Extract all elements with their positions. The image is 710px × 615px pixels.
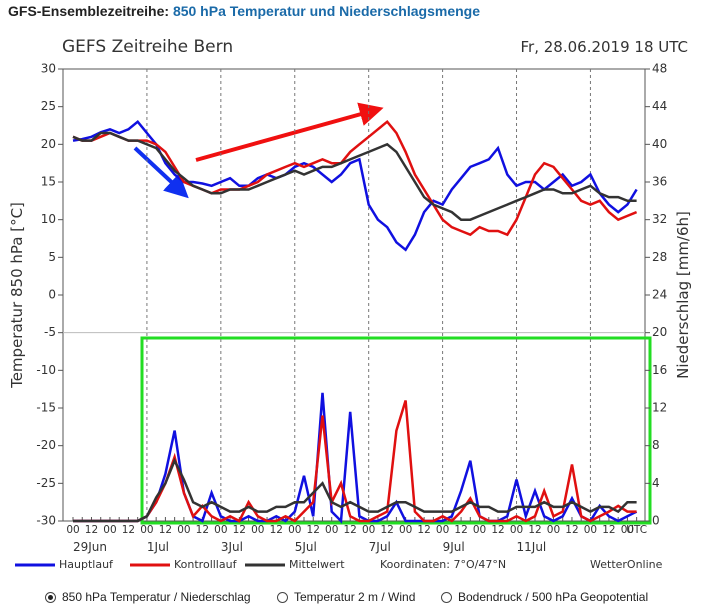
legend-label: Mittelwert <box>289 558 345 571</box>
x-tick-label: 00 <box>103 524 116 536</box>
x-tick-label: 00 <box>399 524 412 536</box>
y2-tick-label: 8 <box>652 438 660 452</box>
date-label: 11Jul <box>517 540 547 554</box>
x-tick-label: 00 <box>473 524 486 536</box>
chart-subtitle: Fr, 28.06.2019 18 UTC <box>521 38 688 56</box>
x-tick-label: 12 <box>122 524 135 536</box>
x-tick-label: 00 <box>436 524 449 536</box>
header: GFS-Ensemblezeitreihe: 850 hPa Temperatu… <box>8 3 480 19</box>
x-tick-label: 12 <box>159 524 172 536</box>
chart-title: GEFS Zeitreihe Bern <box>62 37 233 57</box>
date-label: 3Jul <box>221 540 243 554</box>
x-tick-label: 12 <box>528 524 541 536</box>
chart: GEFS Zeitreihe Bern Fr, 28.06.2019 18 UT… <box>8 37 692 571</box>
x-tick-label: UTC <box>626 524 647 536</box>
y-tick-label: 5 <box>48 250 56 264</box>
y-label: Temperatur 850 hPa [°C] <box>8 202 26 389</box>
precip-line <box>73 392 638 524</box>
x-tick-label: 12 <box>307 524 320 536</box>
radio[interactable] <box>45 591 56 603</box>
x-tick-label: 00 <box>362 524 375 536</box>
y2-tick-label: 44 <box>652 99 667 113</box>
date-label: 1Jul <box>147 540 169 554</box>
highlight-box <box>140 336 652 525</box>
x-tick-label: 12 <box>565 524 578 536</box>
x-tick-label: 00 <box>251 524 264 536</box>
y2-tick-label: 48 <box>652 62 667 76</box>
x-tick-label: 12 <box>602 524 615 536</box>
x-tick-label: 12 <box>417 524 430 536</box>
annotation-arrow <box>195 102 384 162</box>
x-tick-label: 00 <box>621 524 634 536</box>
y2-tick-label: 4 <box>652 476 660 490</box>
option[interactable]: 850 hPa Temperatur / Niederschlag <box>45 590 251 604</box>
option[interactable]: Bodendruck / 500 hPa Geopotential <box>441 590 648 604</box>
y2-tick-label: 40 <box>652 137 667 151</box>
y-tick-label: 15 <box>41 175 56 189</box>
y2-tick-label: 0 <box>652 514 660 528</box>
header-subtitle: 850 hPa Temperatur und Niederschlagsmeng… <box>172 3 481 19</box>
precip-line <box>73 457 637 523</box>
x-tick-label: 00 <box>140 524 153 536</box>
x-tick-label: 00 <box>584 524 597 536</box>
x-tick-label: 00 <box>66 524 79 536</box>
y-tick-label: 0 <box>48 288 56 302</box>
coordinates: Koordinaten: 7°O/47°N <box>380 558 506 571</box>
option-label[interactable]: 850 hPa Temperatur / Niederschlag <box>62 590 251 604</box>
x-tick-label: 00 <box>510 524 523 536</box>
x-tick-label: 12 <box>233 524 246 536</box>
y2-label: Niederschlag [mm/6h] <box>674 211 692 379</box>
header-title: GFS-Ensemblezeitreihe: <box>8 3 170 19</box>
option[interactable]: Temperatur 2 m / Wind <box>277 590 415 604</box>
y-tick-label: -15 <box>36 401 56 415</box>
date-label: 5Jul <box>295 540 317 554</box>
y-tick-label: 10 <box>41 212 56 226</box>
y2-tick-label: 16 <box>652 363 667 377</box>
y-tick-label: 25 <box>41 99 56 113</box>
y-tick-label: -20 <box>36 438 56 452</box>
y2-tick-label: 36 <box>652 175 667 189</box>
x-tick-label: 00 <box>177 524 190 536</box>
x-tick-label: 12 <box>344 524 357 536</box>
y2-tick-label: 12 <box>652 401 667 415</box>
legend-label: Kontrolllauf <box>174 558 238 571</box>
annotation-arrow <box>133 146 189 199</box>
legend-label: Hauptlauf <box>59 558 114 571</box>
y2-tick-label: 28 <box>652 250 667 264</box>
temp-line <box>72 119 638 252</box>
y-tick-label: -30 <box>36 514 56 528</box>
x-tick-label: 00 <box>214 524 227 536</box>
y2-tick-label: 20 <box>652 325 667 339</box>
x-tick-label: 12 <box>270 524 283 536</box>
y-tick-label: 20 <box>41 137 56 151</box>
y-tick-label: -25 <box>36 476 56 490</box>
x-tick-label: 12 <box>85 524 98 536</box>
temp-line <box>72 119 638 237</box>
date-label: 7Jul <box>369 540 391 554</box>
y-tick-label: 30 <box>41 62 56 76</box>
radio[interactable] <box>441 591 452 603</box>
x-tick-label: 00 <box>288 524 301 536</box>
credit: WetterOnline <box>590 558 663 571</box>
date-label: 9Jul <box>443 540 465 554</box>
y2-tick-label: 32 <box>652 212 667 226</box>
x-tick-label: 12 <box>491 524 504 536</box>
y2-tick-label: 24 <box>652 288 667 302</box>
x-tick-label: 12 <box>454 524 467 536</box>
y-tick-label: -10 <box>36 363 56 377</box>
x-tick-label: 12 <box>196 524 209 536</box>
x-tick-label: 00 <box>325 524 338 536</box>
radio[interactable] <box>277 591 288 603</box>
y-tick-label: -5 <box>44 325 56 339</box>
option-label[interactable]: Bodendruck / 500 hPa Geopotential <box>458 590 649 604</box>
temp-line <box>72 131 637 221</box>
option-label[interactable]: Temperatur 2 m / Wind <box>294 590 416 604</box>
x-tick-label: 12 <box>380 524 393 536</box>
date-label: 29Jun <box>73 540 107 554</box>
x-tick-label: 00 <box>547 524 560 536</box>
